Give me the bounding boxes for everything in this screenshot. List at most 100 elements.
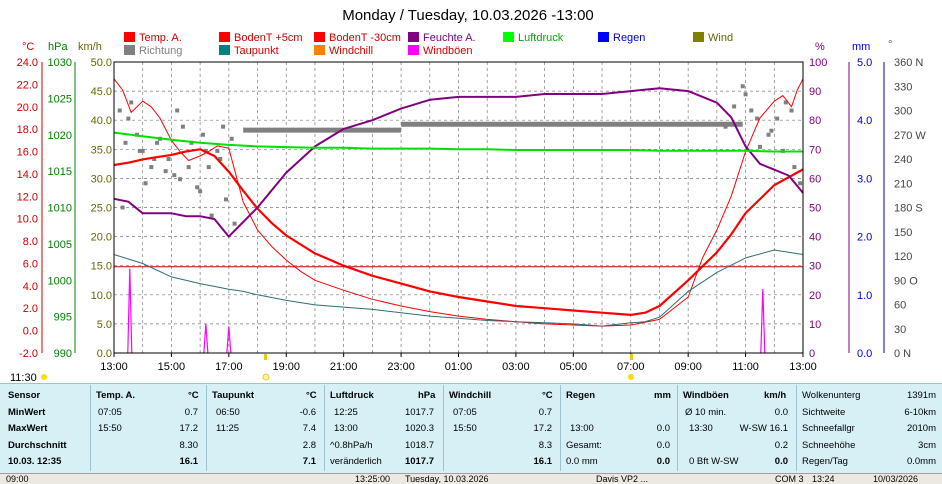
y-tick-temp: 20.0 <box>17 102 38 114</box>
y-tick-wind: 0.0 <box>97 348 112 360</box>
stats-cell: veränderlich <box>330 456 382 467</box>
direction-point <box>163 169 168 174</box>
stats-row-label: 10.03. 12:35 <box>8 456 62 467</box>
direction-point <box>206 165 211 170</box>
y-tick-humidity: 0 <box>809 348 815 360</box>
stats-sensor-header: Sensor <box>8 390 41 401</box>
y-tick-pressure: 1000 <box>48 275 72 287</box>
y-tick-temp: -2.0 <box>19 348 38 360</box>
y-tick-rain: 1.0 <box>857 290 872 302</box>
direction-point <box>229 136 234 141</box>
legend-swatch-windchill <box>314 45 325 55</box>
axis-unit-humidity: % <box>815 41 825 53</box>
stats-extra-label: Wolkenunterg <box>802 390 861 401</box>
legend: Temp. A. BodenT +5cm BodenT -30cm Feucht… <box>124 32 733 57</box>
y-tick-direction: 360 N <box>894 57 923 69</box>
stats-cell: 0.7 <box>184 407 198 418</box>
status-item: Tuesday, 10.03.2026 <box>405 474 489 484</box>
stats-cell: 13:30 <box>689 423 713 434</box>
stats-cell: 0.7 <box>538 407 552 418</box>
stats-unit-taupunkt: °C <box>306 390 317 401</box>
stats-cell: 17.2 <box>533 423 553 434</box>
legend-swatch-wind <box>693 32 704 42</box>
status-item: 10/03/2026 <box>873 474 919 484</box>
direction-point <box>152 157 157 161</box>
y-tick-rain: 4.0 <box>857 115 872 127</box>
stats-cell: 1018.7 <box>404 440 434 451</box>
status-item: 13:25:00 <box>355 474 391 484</box>
direction-point <box>143 181 148 186</box>
stats-cell: 12:25 <box>334 407 358 418</box>
y-tick-wind: 35.0 <box>91 144 112 156</box>
direction-point <box>783 100 788 105</box>
direction-point <box>757 144 762 149</box>
col-divider <box>443 385 444 471</box>
direction-point <box>149 165 154 170</box>
stats-extra-label: Regen/Tag <box>802 456 848 467</box>
direction-point <box>178 177 183 182</box>
direction-point <box>195 185 200 190</box>
stats-cell: 0.0 <box>774 407 788 418</box>
y-tick-temp: 8.0 <box>23 236 38 248</box>
y-tick-direction: 180 S <box>894 203 923 215</box>
direction-point <box>743 92 748 97</box>
direction-point <box>232 221 237 226</box>
direction-point <box>766 132 771 137</box>
stats-cell: 7.1 <box>302 456 316 467</box>
direction-point <box>789 108 794 113</box>
y-tick-pressure: 1025 <box>48 93 72 105</box>
stats-header-windchill: Windchill <box>449 390 492 401</box>
stats-cell: 13:00 <box>570 423 594 434</box>
y-tick-temp: 16.0 <box>17 147 38 159</box>
y-tick-humidity: 50 <box>809 203 821 215</box>
stats-cell: 8.3 <box>538 440 552 451</box>
direction-point <box>215 148 220 153</box>
series-line-temp-a <box>113 148 804 316</box>
x-tick-label: 13:00 <box>100 361 128 373</box>
y-tick-humidity: 90 <box>809 86 821 98</box>
direction-point <box>209 213 214 218</box>
stats-cell: 07:05 <box>453 407 477 418</box>
y-tick-humidity: 20 <box>809 290 821 302</box>
legend-swatch-feuchte <box>408 32 419 42</box>
direction-point <box>755 116 760 121</box>
x-tick-label: 11:00 <box>732 361 759 373</box>
y-tick-rain: 5.0 <box>857 57 872 69</box>
stats-cell: 1017.7 <box>404 456 434 467</box>
stats-header-taupunkt: Taupunkt <box>212 390 255 401</box>
legend-label-bodent30: BodenT -30cm <box>329 32 401 44</box>
stats-cell: 2.8 <box>302 440 316 451</box>
direction-point <box>798 181 803 186</box>
legend-label-taupunkt: Taupunkt <box>234 45 279 57</box>
stats-extra-value: 2010m <box>906 423 936 434</box>
y-tick-direction: 240 <box>894 154 912 166</box>
stats-cell: 0.0 mm <box>566 456 598 467</box>
direction-point <box>221 124 226 129</box>
y-tick-pressure: 1005 <box>48 239 72 251</box>
y-tick-direction: 120 <box>894 251 912 263</box>
stats-cell: -0.6 <box>299 407 316 418</box>
direction-point <box>129 100 134 105</box>
direction-point <box>792 165 797 170</box>
stats-cell: 0 Bft W-SW <box>689 456 739 467</box>
stats-cell: 0.0 <box>656 440 670 451</box>
stats-unit-windchill: °C <box>542 390 553 401</box>
y-tick-temp: 22.0 <box>17 79 38 91</box>
legend-swatch-richtung <box>124 45 135 55</box>
y-tick-pressure: 1020 <box>48 130 72 142</box>
axis-unit-temp: °C <box>22 41 34 53</box>
right-axes: 10090807060504030201005.04.03.02.01.00.0… <box>809 57 926 360</box>
stats-cell: 07:05 <box>98 407 122 418</box>
stats-unit-luftdruck: hPa <box>418 390 436 401</box>
moon-icon <box>262 373 270 381</box>
status-item: COM 3 <box>775 474 804 484</box>
y-tick-wind: 50.0 <box>91 57 112 69</box>
status-item: 13:24 <box>812 474 835 484</box>
col-divider <box>560 385 561 471</box>
y-tick-wind: 25.0 <box>91 203 112 215</box>
direction-point <box>223 197 228 202</box>
stats-cell: 0.0 <box>656 423 670 434</box>
direction-point <box>126 116 131 121</box>
direction-point <box>137 148 142 153</box>
stats-cell: 1020.3 <box>404 423 434 434</box>
